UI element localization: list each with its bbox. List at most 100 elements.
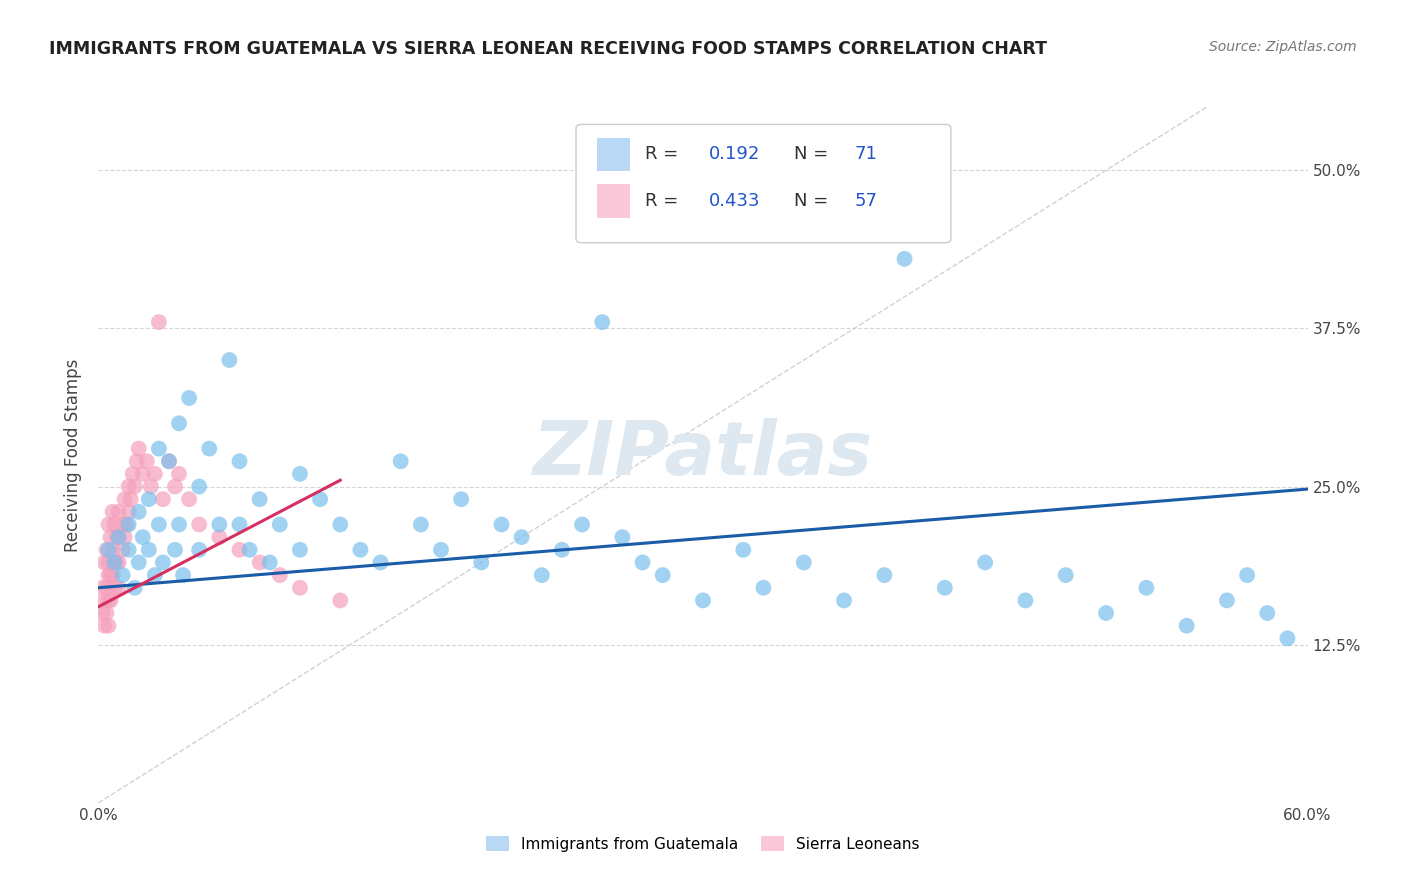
Point [269, 568, 291, 582]
Point [103, 556, 125, 570]
Point [105, 556, 128, 570]
Point [139, 479, 162, 493]
Point [934, 581, 956, 595]
Point [163, 542, 186, 557]
Point [111, 542, 134, 557]
Point [125, 454, 148, 468]
Point [152, 556, 174, 570]
Point [167, 467, 190, 481]
Point [128, 505, 150, 519]
Point [551, 542, 574, 557]
Text: IMMIGRANTS FROM GUATEMALA VS SIERRA LEONEAN RECEIVING FOOD STAMPS CORRELATION CH: IMMIGRANTS FROM GUATEMALA VS SIERRA LEON… [49, 40, 1047, 58]
Point [115, 517, 138, 532]
Point [157, 454, 180, 468]
Point [107, 556, 129, 570]
Point [96, 606, 118, 620]
Point [148, 442, 170, 456]
Point [288, 581, 311, 595]
Point [430, 542, 453, 557]
Point [121, 467, 143, 481]
Point [470, 556, 492, 570]
Point [389, 454, 412, 468]
Point [132, 467, 155, 481]
Point [118, 479, 141, 493]
Point [124, 479, 146, 493]
Point [107, 505, 129, 519]
Legend: Immigrants from Guatemala, Sierra Leoneans: Immigrants from Guatemala, Sierra Leonea… [479, 830, 927, 858]
Point [1054, 568, 1077, 582]
Point [172, 568, 194, 582]
Y-axis label: Receiving Food Stamps: Receiving Food Stamps [63, 359, 82, 551]
Point [107, 581, 129, 595]
Point [118, 505, 141, 519]
Point [105, 530, 128, 544]
Point [93, 618, 115, 632]
Point [111, 517, 134, 532]
Point [114, 530, 136, 544]
Point [793, 556, 815, 570]
Point [163, 479, 186, 493]
Point [167, 517, 190, 532]
Point [124, 581, 146, 595]
FancyBboxPatch shape [576, 124, 950, 243]
Point [97, 556, 120, 570]
Point [208, 530, 231, 544]
Point [1014, 593, 1036, 607]
Point [91, 581, 114, 595]
Point [100, 568, 122, 582]
Point [103, 556, 125, 570]
Point [97, 517, 120, 532]
Point [259, 556, 281, 570]
Point [198, 442, 221, 456]
Point [97, 593, 120, 607]
Point [103, 581, 125, 595]
Point [128, 556, 150, 570]
Point [873, 568, 896, 582]
Point [530, 568, 553, 582]
Point [591, 315, 613, 329]
Point [188, 542, 211, 557]
Point [228, 542, 250, 557]
Text: N =: N = [793, 145, 834, 163]
Point [612, 530, 634, 544]
Point [651, 568, 673, 582]
Point [692, 593, 714, 607]
Point [96, 542, 118, 557]
Point [239, 542, 262, 557]
Point [138, 542, 160, 557]
Point [893, 252, 915, 266]
Point [228, 517, 250, 532]
Point [120, 492, 142, 507]
Point [157, 454, 180, 468]
Text: ZIPatlas: ZIPatlas [533, 418, 873, 491]
Point [148, 517, 170, 532]
Point [733, 542, 755, 557]
Point [218, 353, 240, 368]
Point [1216, 593, 1239, 607]
Text: 57: 57 [855, 192, 877, 210]
Point [370, 556, 392, 570]
Text: 0.433: 0.433 [709, 192, 761, 210]
Point [752, 581, 775, 595]
Point [118, 517, 141, 532]
Point [188, 479, 211, 493]
Point [491, 517, 513, 532]
Text: Source: ZipAtlas.com: Source: ZipAtlas.com [1209, 40, 1357, 54]
Text: R =: R = [645, 192, 683, 210]
Point [179, 391, 201, 405]
Point [208, 517, 231, 532]
Point [114, 492, 136, 507]
Point [1236, 568, 1258, 582]
Point [288, 542, 311, 557]
Point [138, 492, 160, 507]
Point [1277, 632, 1299, 646]
Point [143, 568, 166, 582]
Point [249, 492, 271, 507]
Point [1256, 606, 1278, 620]
Text: R =: R = [645, 145, 683, 163]
Point [450, 492, 472, 507]
Point [101, 542, 124, 557]
Point [103, 517, 125, 532]
Point [510, 530, 533, 544]
Point [93, 593, 115, 607]
